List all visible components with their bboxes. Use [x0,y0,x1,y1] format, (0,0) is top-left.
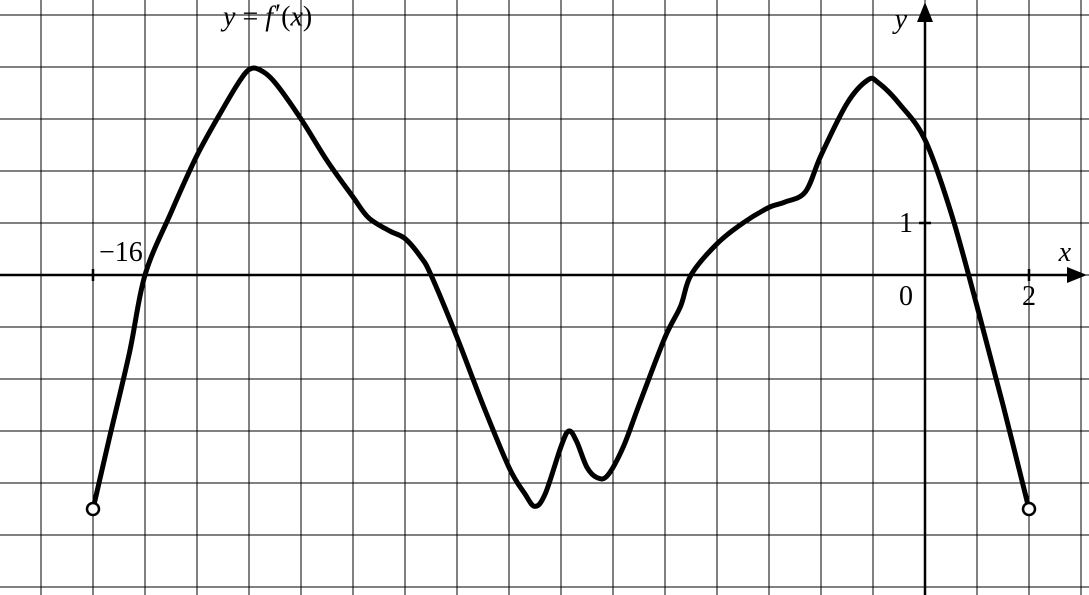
open-endpoint [87,503,99,515]
y-axis-arrow [917,2,933,22]
function-label: y = f′(x) [220,0,312,32]
open-endpoint [1023,503,1035,515]
y-axis-label: y [892,4,908,35]
x-axis-label: x [1058,237,1072,268]
x-tick-label: −16 [99,237,143,268]
axes: −16 2 1 0 x y [0,2,1087,595]
svg-text:y = f′(x): y = f′(x) [220,0,312,32]
x-tick-label: 2 [1022,281,1036,312]
origin-label: 0 [899,281,913,312]
chart-svg: −16 2 1 0 x y y = f′(x) [0,0,1089,595]
x-axis-arrow [1067,267,1087,283]
y-tick-label: 1 [899,208,913,239]
derivative-graph: −16 2 1 0 x y y = f′(x) [0,0,1089,595]
